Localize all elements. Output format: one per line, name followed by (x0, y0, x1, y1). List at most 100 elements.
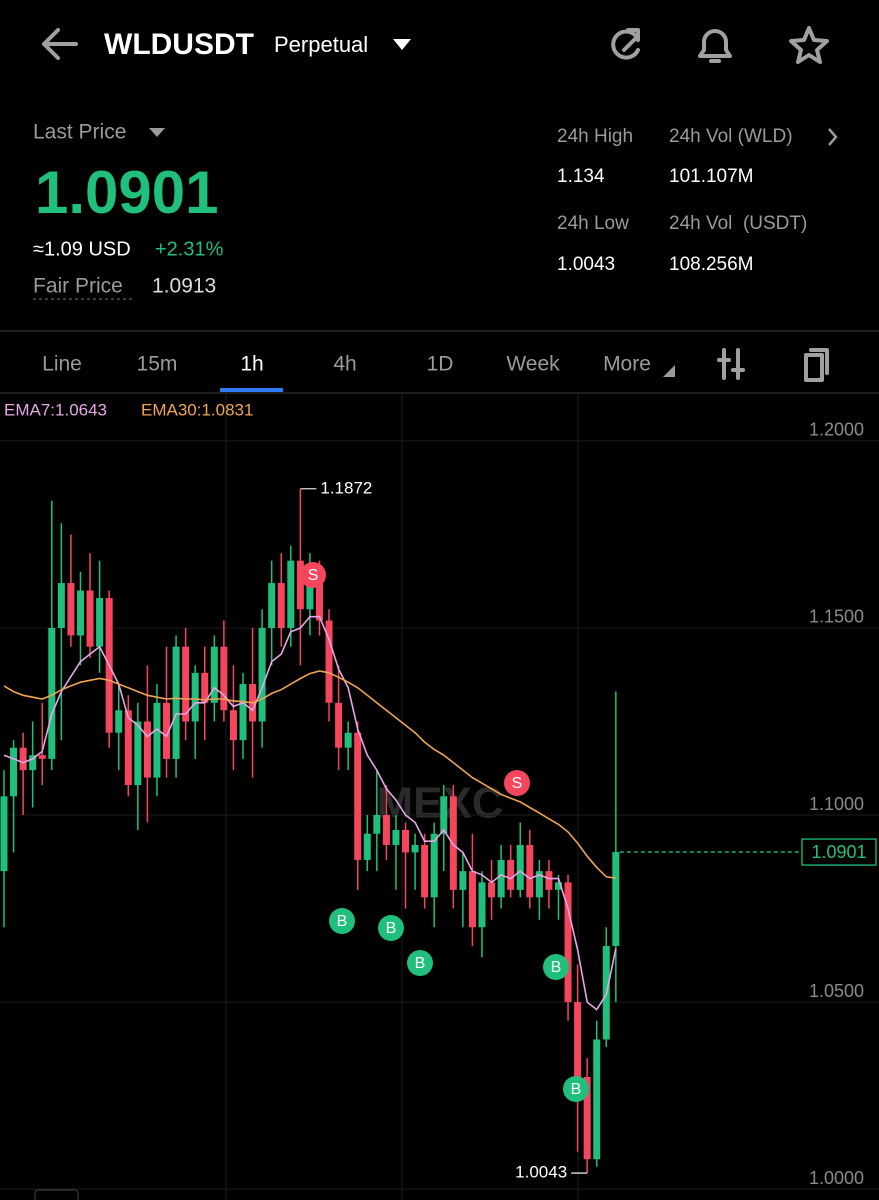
candle-body (564, 882, 572, 1003)
candle-body (449, 796, 457, 890)
y-tick-label: 1.1000 (809, 794, 864, 814)
signal-label: B (337, 913, 348, 930)
stat-label: 24h Vol (USDT) (669, 213, 807, 234)
candle-body (229, 710, 237, 741)
candle-body (526, 844, 534, 898)
y-tick-label: 1.1500 (809, 607, 864, 627)
legend-entry: EMA7:1.0643 (4, 400, 107, 419)
candle-body (315, 571, 323, 621)
candle-body (411, 844, 419, 853)
candle-body (277, 583, 285, 628)
bell-icon[interactable] (698, 29, 732, 63)
candle-body (201, 672, 209, 703)
signal-label: S (512, 775, 523, 792)
dropdown[interactable] (393, 39, 411, 50)
candle-body (38, 755, 46, 759)
candle-body (258, 627, 266, 722)
candle-body (57, 583, 65, 628)
candle-body (287, 560, 295, 628)
tab[interactable]: More (603, 353, 651, 376)
signal-badge (543, 954, 569, 980)
refresh-icon[interactable] (611, 28, 640, 60)
candle-body (48, 627, 56, 759)
candle-body (19, 747, 27, 771)
candle-body (507, 859, 515, 890)
legend-entry: EMA30:1.0831 (141, 400, 253, 419)
candle-body (76, 590, 84, 636)
contract: Perpetual (274, 32, 368, 57)
candle-body (325, 620, 333, 703)
stat-value: 1.0043 (557, 254, 615, 275)
signal-badge (329, 908, 355, 934)
candle-body (29, 755, 37, 771)
tab[interactable]: 4h (333, 353, 356, 376)
back-button[interactable] (42, 28, 78, 60)
stat-value: 1.134 (557, 166, 605, 187)
fair-price-label: Fair Price (33, 275, 123, 298)
stat-label: 24h High (557, 126, 633, 147)
signal-label: B (415, 955, 426, 972)
candle-body (382, 815, 390, 845)
y-tick-label: 1.0500 (809, 981, 864, 1001)
last-price: 1.0901 (35, 159, 219, 226)
indicator-icon[interactable] (717, 348, 745, 380)
tab-active[interactable]: 1h (240, 353, 263, 376)
min-label: 1.0043 (515, 1163, 567, 1182)
candle-body (363, 833, 371, 860)
y-tick-label: 1.0000 (809, 1168, 864, 1188)
candle-body (220, 646, 228, 711)
candle-body (182, 646, 190, 722)
candle-body (124, 710, 132, 786)
signal-label: B (386, 920, 397, 937)
candle-body (115, 710, 123, 733)
candle-body (421, 844, 429, 898)
change: +2.31% (155, 238, 224, 260)
candle-body (191, 672, 199, 722)
signal-badge (407, 950, 433, 976)
candle-body (306, 571, 314, 610)
candle-body (96, 598, 104, 647)
chart: MEXC (0, 393, 879, 1200)
dropdown[interactable] (149, 128, 165, 137)
signal-badge (504, 770, 530, 796)
candle-body (268, 583, 276, 628)
tab-indicator (220, 388, 283, 392)
signal-label: B (551, 959, 562, 976)
tab[interactable]: 15m (137, 353, 178, 376)
candle-body (478, 882, 486, 928)
layout-icon[interactable] (804, 348, 829, 382)
max-label: 1.1872 (320, 478, 372, 497)
tab[interactable]: Week (506, 353, 560, 376)
ema-line (3, 615, 617, 1011)
stat-value: 108.256M (669, 254, 754, 275)
candle-body (0, 796, 8, 872)
handle[interactable] (34, 1189, 79, 1200)
more-triangle (663, 365, 675, 377)
signal-label: S (308, 567, 319, 584)
candle-body (344, 732, 352, 748)
signal-badge (300, 562, 326, 588)
candle-body (468, 871, 476, 928)
candle-body (134, 721, 142, 786)
candle-body (488, 882, 496, 898)
signal-badge (378, 915, 404, 941)
candle-body (497, 859, 505, 898)
star-icon[interactable] (789, 26, 829, 64)
last-price-label: Last Price (33, 121, 126, 144)
candle-body (335, 702, 343, 748)
candle-body (459, 871, 467, 890)
tab[interactable]: 1D (427, 353, 454, 376)
candle-body (593, 1039, 601, 1160)
chevron[interactable] (828, 128, 838, 146)
candle-body (545, 871, 553, 890)
stat-label: 24h Vol (WLD) (669, 126, 793, 147)
candle-body (86, 590, 94, 647)
candle-body (430, 833, 438, 898)
candle-body (143, 721, 151, 778)
candle-body (10, 747, 18, 797)
fair-price: 1.0913 (152, 275, 216, 298)
usd-price: ≈1.09 USD (33, 238, 131, 260)
tab[interactable]: Line (42, 353, 82, 376)
signal-label: B (571, 1081, 582, 1098)
